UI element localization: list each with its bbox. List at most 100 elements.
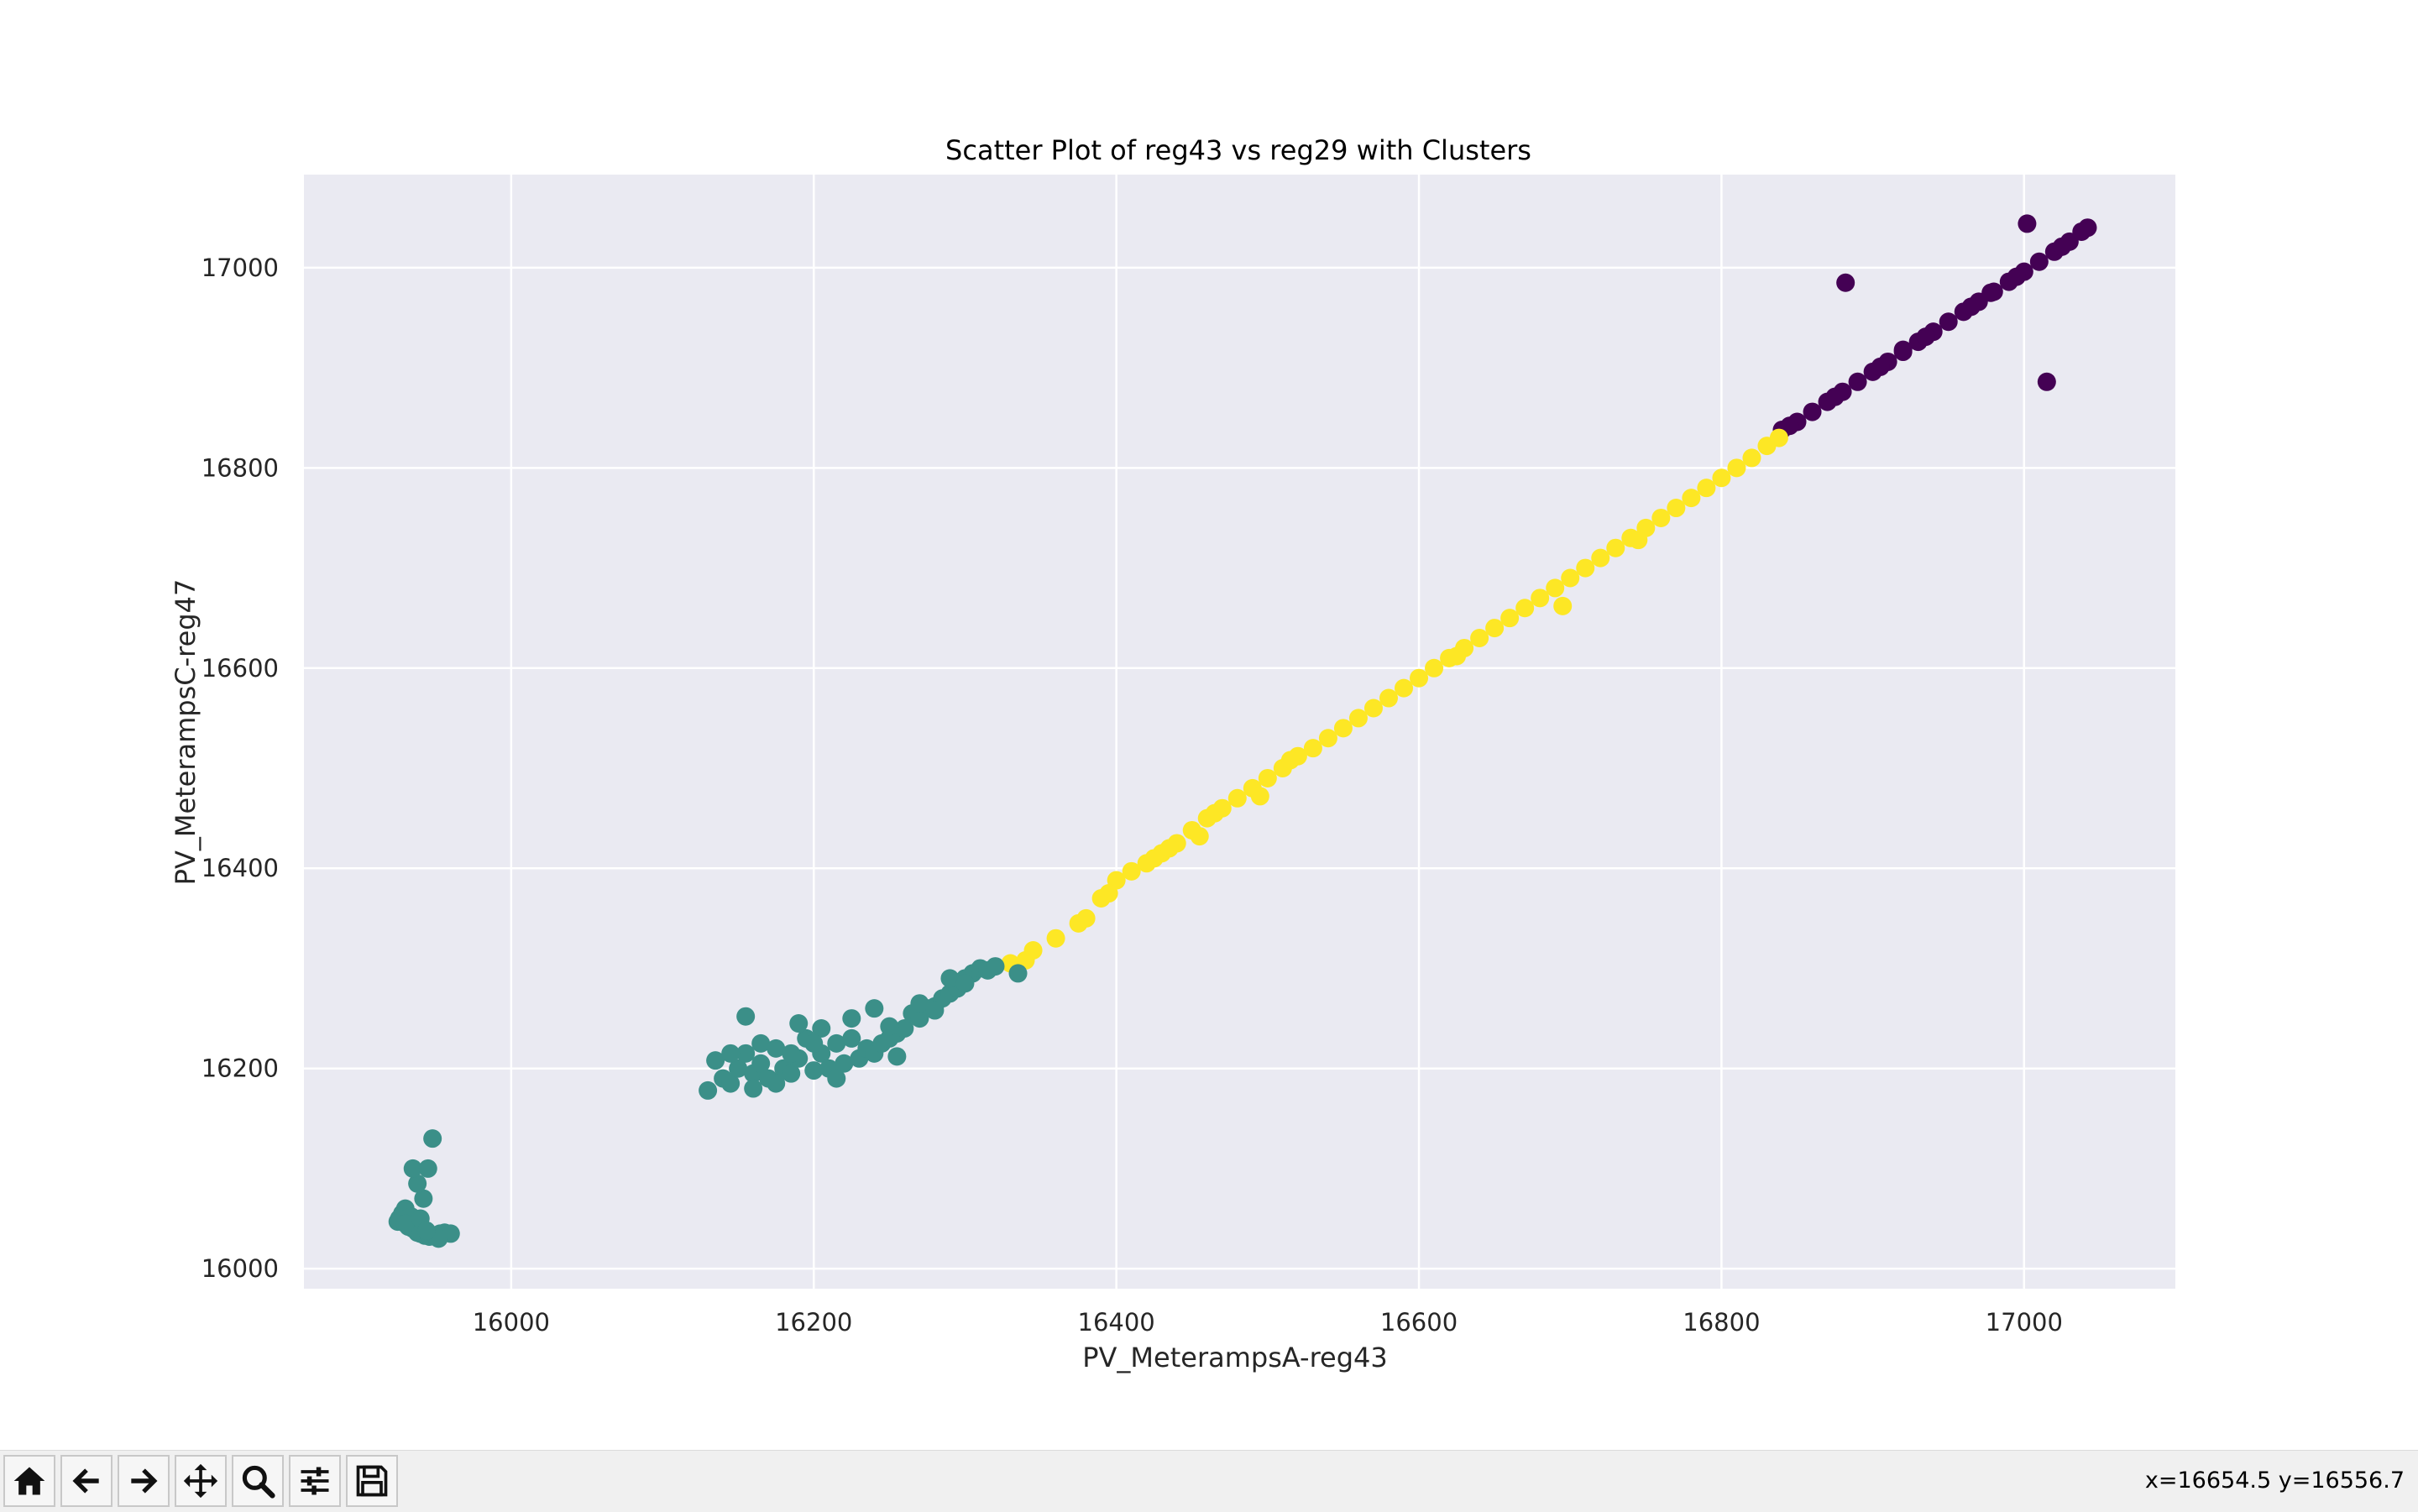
data-point [1848, 372, 1867, 391]
data-point [1447, 646, 1467, 666]
data-point [1410, 668, 1429, 688]
data-point [2007, 267, 2026, 286]
data-point [910, 994, 929, 1013]
data-point [1379, 688, 1398, 708]
data-point [827, 1069, 846, 1088]
plot-area[interactable] [304, 175, 2175, 1289]
y-axis-ticks: 16000 16200 16400 16600 16800 17000 [202, 254, 279, 1283]
y-tick-label: 16600 [202, 654, 279, 683]
data-point [729, 1059, 748, 1078]
data-point [880, 1017, 899, 1036]
data-point [1939, 312, 1958, 332]
data-point [414, 1189, 433, 1208]
data-point [1470, 629, 1489, 648]
data-point [865, 999, 884, 1018]
data-point [1531, 589, 1550, 608]
configure-subplots-icon [301, 1467, 329, 1495]
x-tick-label: 16200 [775, 1308, 852, 1337]
data-point [1144, 849, 1164, 868]
home-button[interactable] [3, 1455, 55, 1507]
data-point [1227, 788, 1247, 808]
home-icon [13, 1467, 45, 1495]
data-point [1629, 531, 1648, 550]
data-point [744, 1079, 763, 1098]
save-button[interactable] [346, 1455, 398, 1507]
zoom-button[interactable] [232, 1455, 284, 1507]
data-point [955, 974, 975, 993]
grid-lines [304, 175, 2175, 1289]
data-point [1250, 787, 1269, 806]
data-point [986, 957, 1005, 976]
data-point [940, 969, 960, 988]
data-point [1742, 448, 1761, 468]
data-point [2037, 372, 2056, 391]
data-point [925, 1001, 945, 1020]
data-point [887, 1047, 907, 1066]
y-tick-label: 16200 [202, 1054, 279, 1083]
x-tick-label: 16800 [1683, 1308, 1760, 1337]
data-point [1363, 698, 1383, 718]
data-point [1651, 508, 1671, 527]
navigation-toolbar: x=16654.5 y=16556.7 [0, 1450, 2418, 1512]
save-icon [356, 1465, 388, 1497]
data-point [418, 1159, 437, 1178]
data-point [804, 1061, 824, 1080]
data-point [1871, 357, 1890, 376]
zoom-icon [242, 1465, 275, 1499]
data-point [1961, 297, 1981, 317]
data-point [699, 1080, 718, 1100]
pan-button[interactable] [175, 1455, 227, 1507]
scatter-chart: Scatter Plot of reg43 vs reg29 with Clus… [170, 134, 2175, 1373]
data-point [1780, 416, 1799, 436]
back-button[interactable] [60, 1455, 113, 1507]
data-point [1258, 768, 1277, 787]
data-point [1046, 929, 1065, 948]
data-point [1425, 658, 1444, 678]
data-point [789, 1014, 809, 1033]
y-axis-label: PV_MeterampsC-reg47 [170, 579, 202, 886]
data-point [2029, 252, 2049, 271]
data-point [1500, 609, 1520, 628]
forward-button[interactable] [118, 1455, 170, 1507]
data-point [827, 1033, 846, 1053]
data-point [1561, 568, 1580, 588]
data-point [1205, 803, 1224, 823]
data-point [767, 1074, 786, 1093]
chart-title: Scatter Plot of reg43 vs reg29 with Clus… [945, 134, 1531, 166]
data-point [706, 1051, 725, 1070]
back-arrow-icon [72, 1468, 99, 1494]
data-point [1076, 908, 1096, 928]
data-point [721, 1044, 741, 1063]
y-tick-label: 17000 [202, 254, 279, 282]
data-point [423, 1129, 442, 1148]
data-point [1280, 751, 1300, 770]
data-point [842, 1028, 861, 1048]
data-point [751, 1054, 771, 1073]
x-tick-label: 17000 [1986, 1308, 2063, 1337]
pan-icon [183, 1463, 218, 1499]
data-point [1546, 578, 1565, 598]
data-point [736, 1044, 756, 1063]
y-tick-label: 16800 [202, 453, 279, 482]
data-point [1667, 499, 1686, 518]
configure-subplots-button[interactable] [289, 1455, 341, 1507]
data-point [1159, 839, 1179, 858]
data-point [1303, 739, 1322, 758]
x-axis-label: PV_MeterampsA-reg43 [1082, 1342, 1388, 1373]
cluster-series [1772, 214, 2097, 440]
data-point [1591, 548, 1610, 568]
data-points [388, 214, 2097, 1248]
data-point [1485, 619, 1505, 638]
data-point [1576, 558, 1595, 578]
x-tick-label: 16400 [1078, 1308, 1155, 1337]
data-point [782, 1064, 801, 1083]
data-point [1122, 861, 1141, 881]
data-point [1769, 428, 1788, 447]
data-point [2018, 214, 2037, 233]
data-point [1606, 538, 1625, 557]
data-point [842, 1009, 861, 1028]
data-point [1727, 458, 1746, 478]
data-point [1712, 468, 1731, 488]
data-point [1697, 479, 1716, 498]
data-point [782, 1044, 801, 1063]
